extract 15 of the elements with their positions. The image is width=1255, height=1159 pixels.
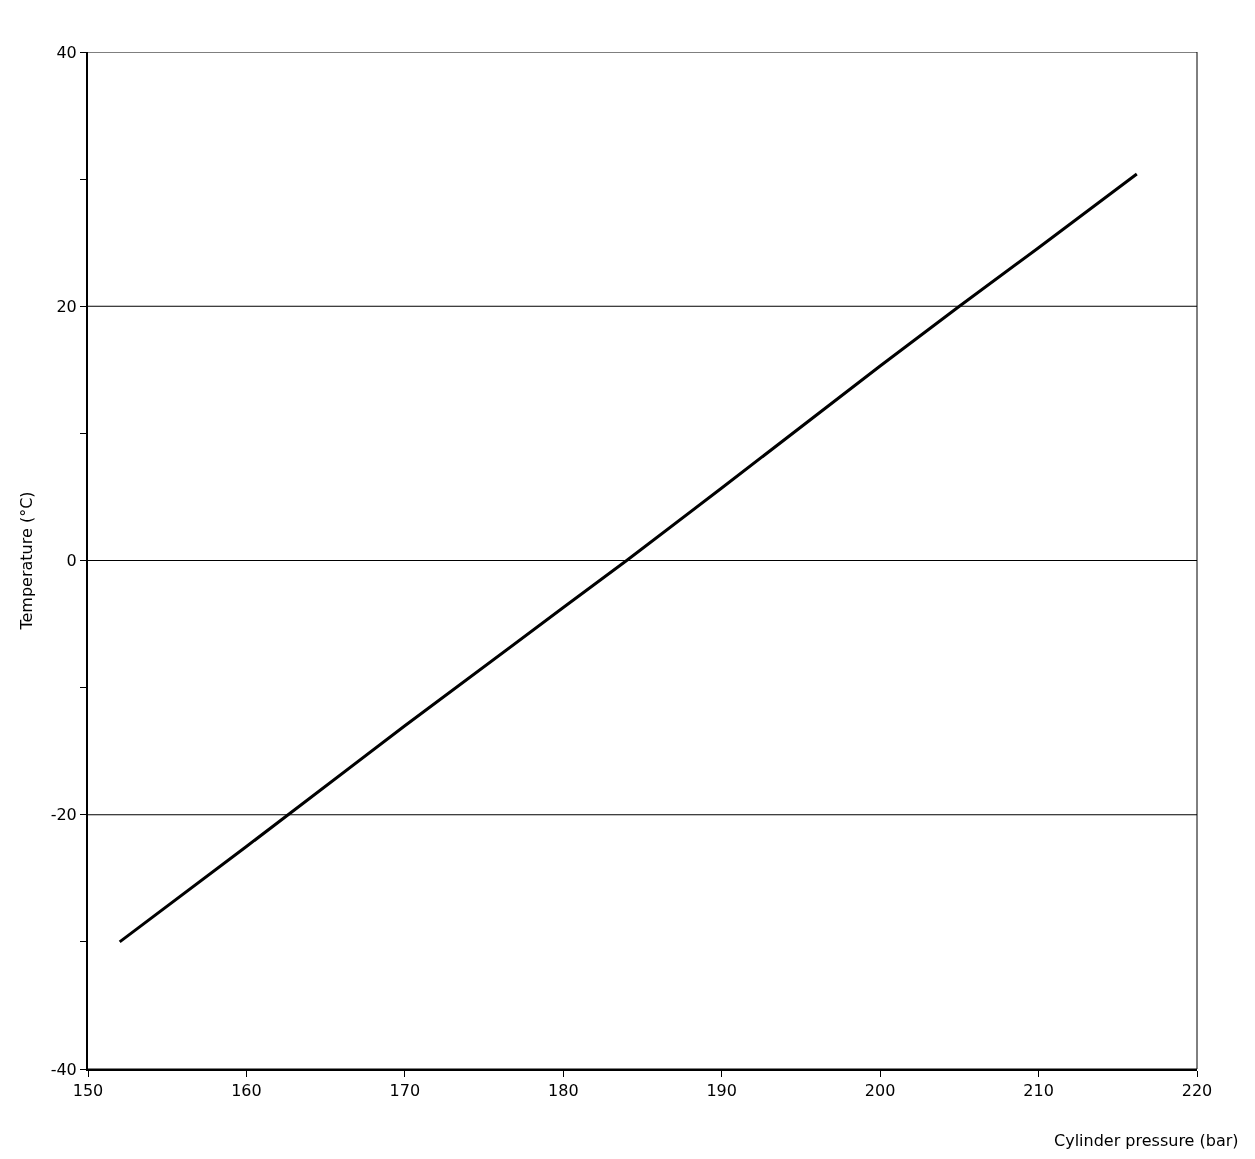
y-tick-label: 0 [66, 551, 77, 571]
y-tick-label: 20 [56, 296, 77, 316]
x-tick-label: 150 [72, 1081, 104, 1101]
x-axis-title: Cylinder pressure (bar) [1054, 1131, 1239, 1150]
y-tick-label: -40 [50, 1059, 77, 1079]
y-axis-title: Temperature (°C) [17, 491, 37, 631]
x-tick-label: 180 [548, 1081, 579, 1101]
x-tick-label: 190 [706, 1081, 737, 1101]
y-tick-label: 40 [56, 42, 77, 62]
x-tick-label: 160 [231, 1081, 262, 1101]
x-tick-label: 210 [1023, 1081, 1054, 1101]
x-tick-label: 200 [864, 1081, 896, 1101]
y-tick-label: -20 [50, 805, 77, 825]
x-tick-label: 170 [389, 1081, 421, 1101]
x-tick-label: 220 [1181, 1081, 1213, 1101]
